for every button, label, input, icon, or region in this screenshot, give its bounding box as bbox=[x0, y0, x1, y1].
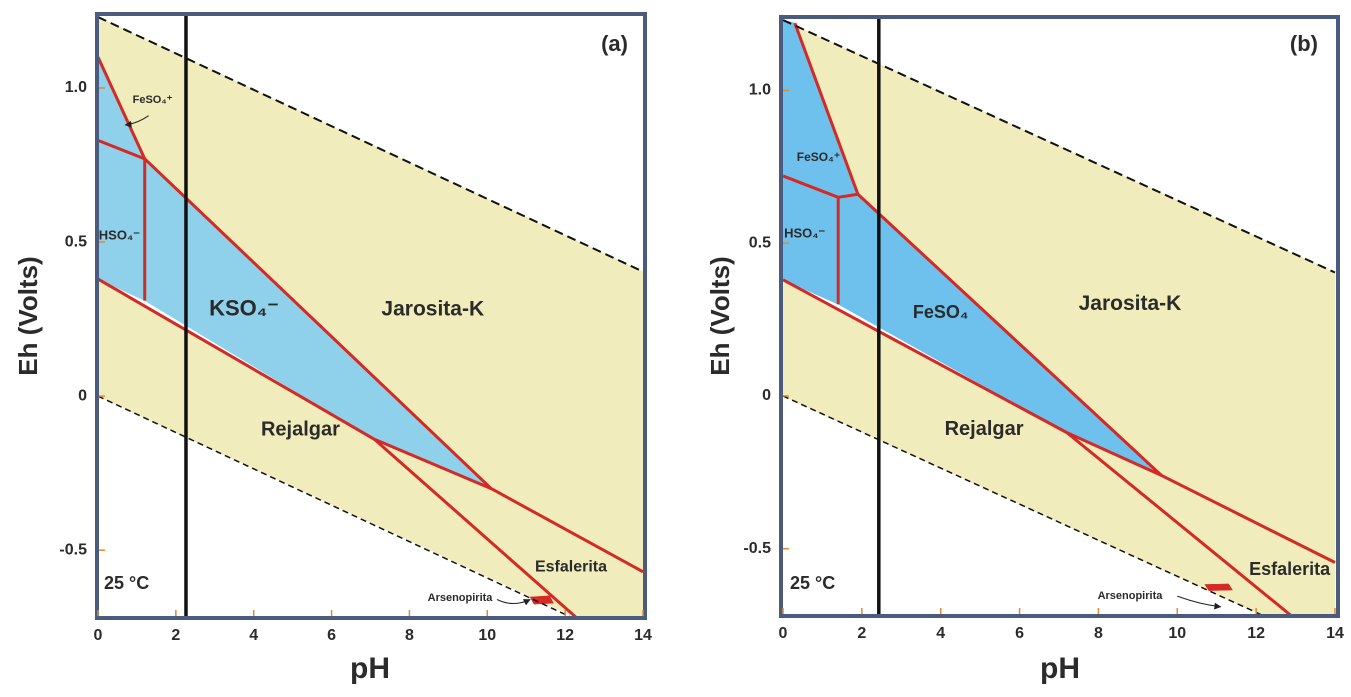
region-label: Rejalgar bbox=[261, 418, 340, 440]
region bbox=[97, 139, 145, 301]
temperature-label: 25 °C bbox=[104, 573, 149, 593]
region-label: HSO₄⁻ bbox=[99, 227, 140, 242]
label-arrow bbox=[124, 115, 149, 128]
y-tick-label: -0.5 bbox=[743, 540, 771, 557]
y-axis-title: Eh (Volts) bbox=[13, 256, 43, 375]
boundary-line bbox=[97, 277, 492, 490]
x-tick-label: 14 bbox=[634, 627, 652, 644]
boundary-line bbox=[373, 438, 578, 618]
water-line bbox=[782, 19, 1336, 274]
panel-label: (b) bbox=[1290, 31, 1318, 56]
water-line bbox=[97, 16, 644, 273]
y-tick-label: 0 bbox=[78, 387, 87, 404]
x-tick-label: 6 bbox=[327, 627, 336, 644]
x-tick-label: 2 bbox=[171, 627, 180, 644]
x-axis-title: pH bbox=[1040, 652, 1080, 685]
boundary-line bbox=[1065, 431, 1293, 616]
panel-label: (a) bbox=[601, 31, 628, 56]
region-label: Jarosita-K bbox=[381, 297, 484, 320]
region-label: FeSO₄⁺ bbox=[797, 150, 840, 164]
y-tick-label: 0 bbox=[762, 387, 771, 404]
x-tick-label: 4 bbox=[936, 625, 945, 642]
temperature-label: 25 °C bbox=[790, 573, 835, 593]
boundary-line bbox=[97, 56, 147, 160]
region-label: FeSO₄⁺ bbox=[133, 94, 173, 106]
plot-area bbox=[782, 17, 1336, 616]
plot-area bbox=[97, 14, 644, 618]
y-tick-label: 1.0 bbox=[65, 79, 87, 96]
x-tick-label: 8 bbox=[405, 627, 414, 644]
x-tick-label: 4 bbox=[249, 627, 258, 644]
x-tick-label: 10 bbox=[1168, 625, 1186, 642]
x-tick-label: 0 bbox=[779, 625, 788, 642]
region bbox=[1204, 583, 1233, 591]
region-label: Jarosita-K bbox=[1079, 292, 1182, 315]
boundary-line bbox=[793, 22, 860, 195]
region-label: Esfalerita bbox=[1249, 559, 1331, 579]
label-arrow bbox=[496, 599, 531, 606]
boundary-line bbox=[782, 174, 1336, 564]
y-axis-title: Eh (Volts) bbox=[705, 256, 735, 375]
frame bbox=[95, 12, 647, 620]
region-label: Arsenopirita bbox=[428, 592, 494, 604]
y-tick-label: 0.5 bbox=[749, 234, 771, 251]
x-tick-label: 10 bbox=[478, 627, 496, 644]
x-tick-label: 14 bbox=[1326, 625, 1344, 642]
frame bbox=[779, 15, 1340, 618]
region-label: Arsenopirita bbox=[1098, 590, 1164, 602]
water-line bbox=[782, 395, 1265, 616]
x-tick-label: 8 bbox=[1094, 625, 1103, 642]
region-label: Esfalerita bbox=[535, 558, 607, 575]
x-tick-label: 2 bbox=[857, 625, 866, 642]
region bbox=[529, 595, 554, 605]
label-arrow bbox=[1177, 595, 1222, 610]
x-tick-label: 0 bbox=[94, 627, 103, 644]
y-tick-label: 0.5 bbox=[65, 233, 87, 250]
y-tick-label: -0.5 bbox=[59, 541, 87, 558]
region-label: KSO₄⁻ bbox=[209, 296, 279, 321]
water-line bbox=[97, 395, 575, 618]
region-label: FeSO₄ bbox=[913, 302, 969, 322]
boundary-line bbox=[97, 138, 644, 574]
x-tick-label: 12 bbox=[556, 627, 574, 644]
y-tick-label: 1.0 bbox=[749, 82, 771, 99]
x-tick-label: 12 bbox=[1247, 625, 1265, 642]
x-tick-label: 6 bbox=[1015, 625, 1024, 642]
region-label: Rejalgar bbox=[945, 418, 1024, 440]
x-axis-title: pH bbox=[350, 652, 390, 685]
region-label: HSO₄⁻ bbox=[784, 225, 825, 240]
